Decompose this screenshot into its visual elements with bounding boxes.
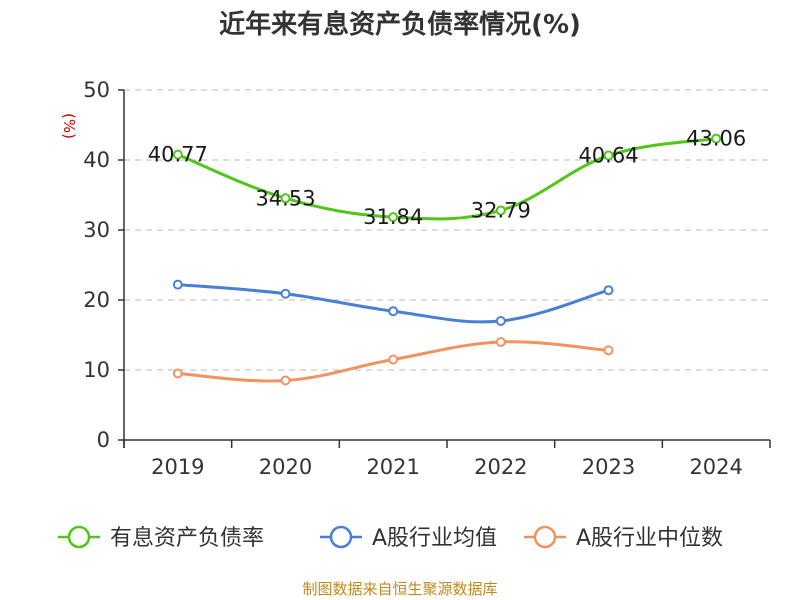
data-point: [711, 133, 722, 144]
data-point: [172, 149, 183, 160]
data-label: 34.53: [255, 186, 315, 210]
y-tick-label: 20: [83, 288, 110, 312]
data-point: [280, 193, 291, 204]
legend-marker: [329, 525, 353, 549]
data-label: 40.64: [578, 144, 638, 168]
legend-label: A股行业均值: [372, 526, 497, 551]
data-point: [388, 212, 399, 223]
data-point: [603, 345, 614, 356]
chart-title: 近年来有息资产负债率情况(%): [219, 10, 581, 40]
y-tick-label: 0: [97, 428, 110, 452]
data-point: [388, 306, 399, 317]
data-label: 43.06: [686, 127, 746, 151]
data-point: [495, 337, 506, 347]
data-point: [495, 316, 506, 326]
data-point: [603, 285, 614, 296]
data-point: [388, 354, 399, 365]
data-label: 40.77: [148, 143, 208, 167]
x-tick-label: 2023: [582, 455, 635, 479]
data-point: [280, 288, 291, 299]
legend-marker: [533, 525, 557, 549]
y-axis-unit-label: (%): [60, 113, 78, 139]
source-note: 制图数据来自恒生聚源数据库: [302, 580, 498, 598]
data-point: [495, 205, 506, 216]
data-point: [280, 375, 291, 386]
legend-marker: [67, 525, 91, 549]
y-tick-label: 40: [83, 148, 110, 172]
x-tick-label: 2021: [366, 455, 419, 479]
x-tick-label: 2024: [689, 455, 742, 479]
data-point: [603, 150, 614, 161]
data-point: [172, 368, 183, 379]
data-label: 32.79: [471, 198, 531, 222]
y-tick-label: 50: [83, 78, 110, 102]
x-tick-label: 2020: [259, 455, 312, 479]
series-line: [176, 137, 718, 221]
y-tick-label: 30: [83, 218, 110, 242]
y-tick-label: 10: [83, 358, 110, 382]
series-line: [176, 283, 610, 324]
legend-label: 有息资产负债率: [110, 526, 264, 551]
x-tick-label: 2022: [474, 455, 527, 479]
x-tick-label: 2019: [151, 455, 204, 479]
legend-label: A股行业中位数: [576, 526, 723, 551]
data-label: 31.84: [363, 205, 423, 229]
data-point: [172, 279, 183, 290]
